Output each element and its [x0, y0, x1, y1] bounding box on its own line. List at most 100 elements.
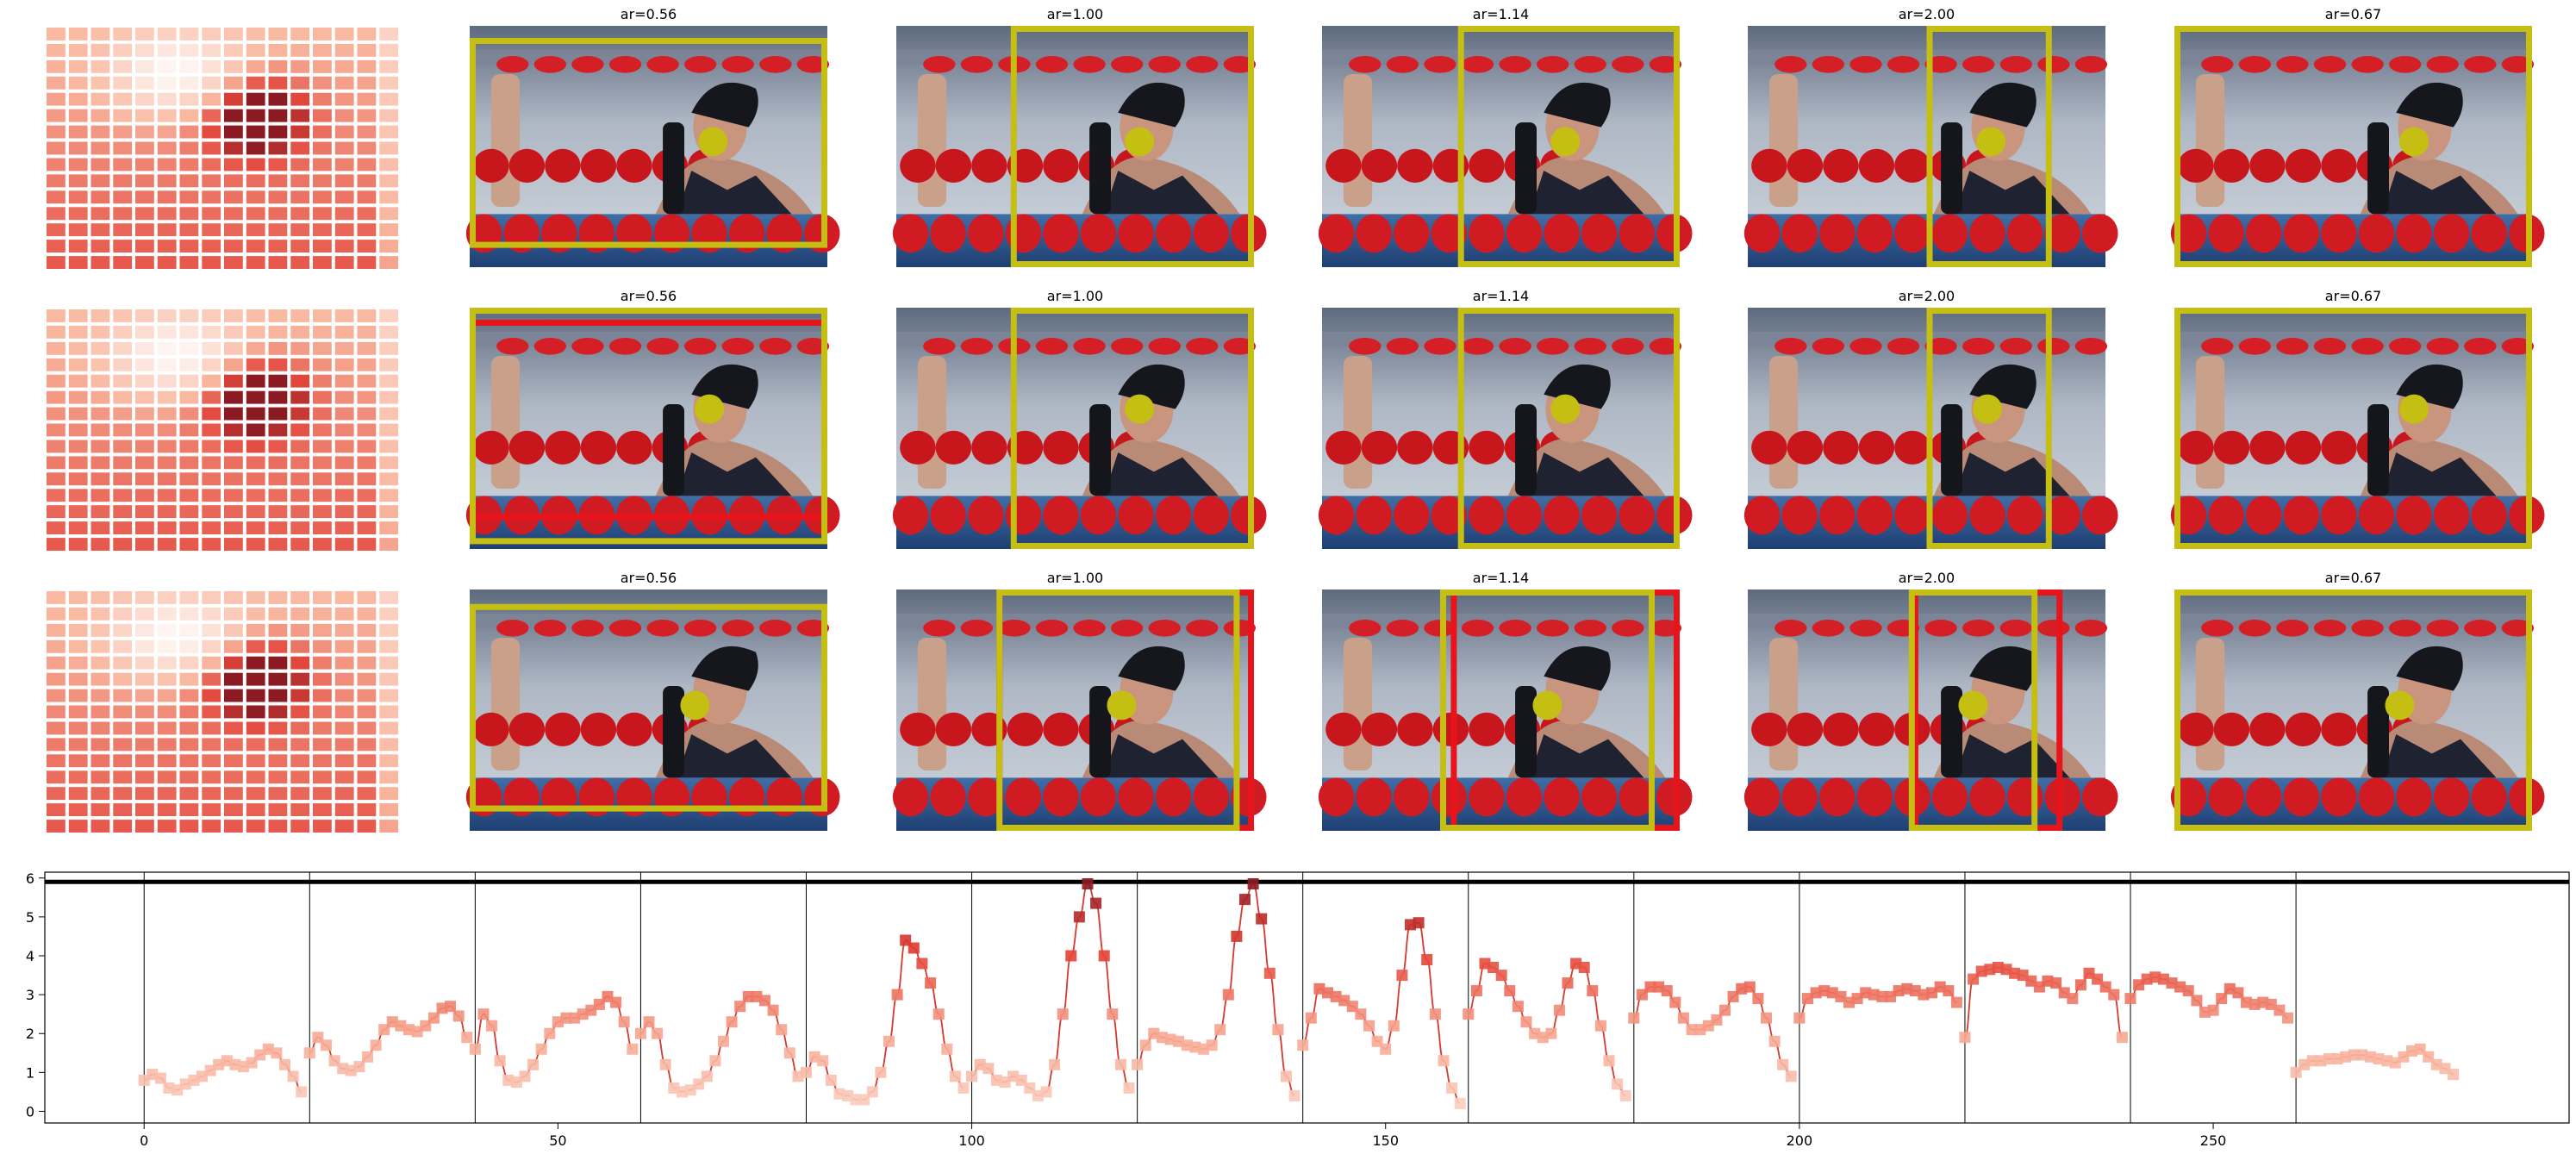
- heatmap-cell: [90, 125, 110, 139]
- data-point: [1612, 1078, 1624, 1090]
- heatmap-cell: [334, 623, 354, 637]
- heatmap-cell: [68, 705, 88, 719]
- heatmap-cell: [290, 820, 310, 833]
- heatmap-cell: [290, 374, 310, 388]
- y-tick-label: 4: [26, 948, 34, 964]
- heatmap-cell: [357, 770, 377, 784]
- upper-lane-rope: [1349, 620, 1682, 637]
- heatmap-cell: [135, 591, 154, 604]
- heatmap-cell: [290, 754, 310, 768]
- heatmap-cell: [135, 689, 154, 702]
- heatmap-cell: [313, 538, 332, 551]
- heatmap-cell: [379, 505, 399, 519]
- heatmap-cell: [224, 256, 243, 269]
- data-point: [1628, 1012, 1640, 1024]
- heatmap-cell: [157, 59, 177, 73]
- heatmap-cell: [179, 341, 199, 355]
- heatmap-cell: [290, 341, 310, 355]
- data-point: [303, 1047, 315, 1059]
- heatmap-cell: [179, 472, 199, 486]
- data-point: [1943, 985, 1955, 997]
- heatmap-cell: [379, 240, 399, 253]
- data-point: [154, 1072, 166, 1084]
- heatmap-cell: [313, 223, 332, 237]
- photo-panel: ar=1.00: [892, 288, 1267, 549]
- upper-lane-rope: [1349, 338, 1682, 355]
- heatmap-cell: [90, 803, 110, 816]
- heatmap-cell: [47, 190, 65, 204]
- heatmap-cell: [135, 705, 154, 719]
- heatmap-cell: [290, 705, 310, 719]
- data-point: [1206, 1039, 1218, 1051]
- heatmap-cell: [334, 820, 354, 833]
- heatmap-cell: [157, 721, 177, 735]
- heatmap-cell: [246, 521, 265, 534]
- heatmap-cell: [246, 803, 265, 816]
- heatmap-cell: [157, 623, 177, 637]
- heatmap-cell: [179, 689, 199, 702]
- data-point: [817, 1055, 829, 1067]
- heatmap-cell: [90, 770, 110, 784]
- heatmap-cell: [135, 738, 154, 752]
- heatmap-cell: [357, 256, 377, 269]
- heatmap-cell: [246, 656, 265, 670]
- heatmap-cell: [135, 472, 154, 486]
- heatmap-cell: [290, 489, 310, 502]
- heatmap-cell: [179, 738, 199, 752]
- heatmap-cell: [202, 656, 221, 670]
- heatmap-cell: [379, 472, 399, 486]
- heatmap-cell: [246, 43, 265, 57]
- heatmap-cell: [135, 456, 154, 470]
- heatmap-cell: [157, 92, 177, 106]
- heatmap-cell: [334, 174, 354, 188]
- heatmap-cell: [224, 358, 243, 371]
- heatmap-cell: [68, 623, 88, 637]
- heatmap-cell: [357, 341, 377, 355]
- heatmap-cell: [224, 672, 243, 686]
- heatmap-cell: [202, 109, 221, 122]
- heatmap-cell: [268, 770, 288, 784]
- heatmap-cell: [334, 672, 354, 686]
- data-point: [1562, 977, 1574, 989]
- heatmap-cell: [135, 505, 154, 519]
- heatmap-cell: [157, 207, 177, 221]
- data-point: [1132, 1058, 1144, 1070]
- heatmap-cell: [179, 390, 199, 404]
- heatmap-cell: [157, 770, 177, 784]
- heatmap-cell: [313, 125, 332, 139]
- heatmap-cell: [268, 505, 288, 519]
- heatmap-cell: [246, 141, 265, 155]
- heatmap-cell: [334, 256, 354, 269]
- heatmap-cell: [47, 423, 65, 437]
- heatmap-cell: [157, 472, 177, 486]
- heatmap-cell: [334, 92, 354, 106]
- heatmap-cell: [379, 341, 399, 355]
- heatmap-cell: [268, 59, 288, 73]
- heatmap-cell: [379, 456, 399, 470]
- heatmap-cell: [202, 92, 221, 106]
- heatmap-cell: [113, 390, 133, 404]
- heatmap-cell: [90, 440, 110, 453]
- heatmap-cell: [68, 240, 88, 253]
- heatmap-cell: [68, 407, 88, 421]
- panel-title: ar=1.00: [1047, 570, 1103, 586]
- heatmap-cell: [135, 721, 154, 735]
- heatmap-cell: [334, 309, 354, 322]
- heatmap-cell: [313, 358, 332, 371]
- heatmap-cell: [47, 341, 65, 355]
- heatmap-cell: [47, 754, 65, 768]
- heatmap-cell: [113, 125, 133, 139]
- heatmap-cell: [68, 174, 88, 188]
- heatmap-cell: [313, 374, 332, 388]
- heatmap-cell: [157, 358, 177, 371]
- heatmap-cell: [313, 721, 332, 735]
- heatmap-cell: [268, 623, 288, 637]
- heatmap-cell: [202, 820, 221, 833]
- heatmap-cell: [202, 158, 221, 172]
- heatmap-cell: [224, 207, 243, 221]
- heatmap-cell: [246, 28, 265, 41]
- bystander-arm: [490, 356, 521, 489]
- y-tick-label: 0: [26, 1103, 34, 1120]
- heatmap-cell: [357, 689, 377, 702]
- heatmap-cell: [268, 125, 288, 139]
